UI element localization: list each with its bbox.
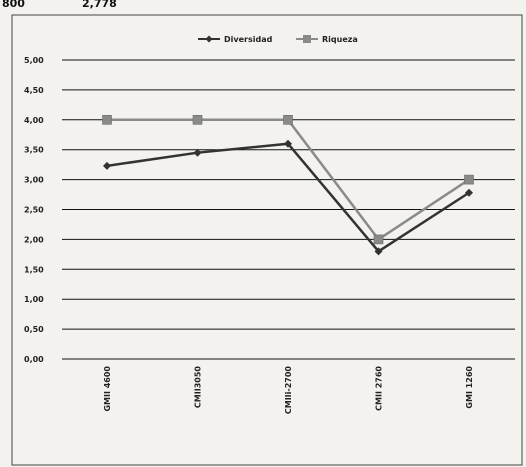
y-tick-label: 0,50 <box>24 325 44 334</box>
x-tick-label: CMIIi-2700 <box>284 366 293 415</box>
y-axis-labels: 0,00 0,50 1,00 1,50 2,00 2,50 3,00 3,50 4,00 4,50… <box>24 56 44 364</box>
legend-marker-riqueza <box>303 35 311 43</box>
data-point-riqueza <box>102 115 112 125</box>
y-tick-label: 1,50 <box>24 265 44 274</box>
x-axis-labels: GMII 4600 CMII3050 CMIIi-2700 CMII 2760 GMI … <box>103 366 474 415</box>
series-layer <box>102 115 474 256</box>
top-fragment-left: 800 <box>2 0 25 10</box>
y-tick-label: 0,00 <box>24 355 44 364</box>
data-point-riqueza <box>192 115 203 125</box>
x-tick-label: GMI 1260 <box>465 366 474 409</box>
data-point-diversidad <box>284 139 292 148</box>
data-point-diversidad <box>465 188 473 197</box>
data-point-riqueza <box>373 234 384 245</box>
grid-layer <box>62 59 515 360</box>
legend: Diversidad Riqueza <box>198 35 358 44</box>
series-line-diversidad <box>106 142 470 253</box>
data-point-riqueza <box>464 174 474 185</box>
y-tick-label: 2,50 <box>24 206 44 215</box>
x-tick-label: CMII 2760 <box>375 366 384 411</box>
x-tick-label: CMII3050 <box>194 366 203 408</box>
data-point-diversidad <box>103 161 111 170</box>
legend-marker-diversidad <box>205 35 213 43</box>
y-tick-label: 4,50 <box>24 86 44 95</box>
y-tick-label: 1,00 <box>24 295 44 304</box>
data-point-diversidad <box>374 247 383 256</box>
legend-label-diversidad: Diversidad <box>224 35 273 44</box>
y-tick-label: 2,00 <box>24 235 44 244</box>
legend-label-riqueza: Riqueza <box>322 35 358 44</box>
y-tick-label: 4,00 <box>24 116 44 125</box>
data-point-riqueza <box>283 115 293 125</box>
top-fragment-right: 2,778 <box>82 0 117 10</box>
y-tick-label: 5,00 <box>24 56 44 65</box>
y-tick-label: 3,00 <box>24 176 44 185</box>
data-point-diversidad <box>193 148 202 157</box>
y-tick-label: 3,50 <box>24 146 44 155</box>
chart-frame <box>11 14 523 466</box>
x-tick-label: GMII 4600 <box>103 366 112 412</box>
